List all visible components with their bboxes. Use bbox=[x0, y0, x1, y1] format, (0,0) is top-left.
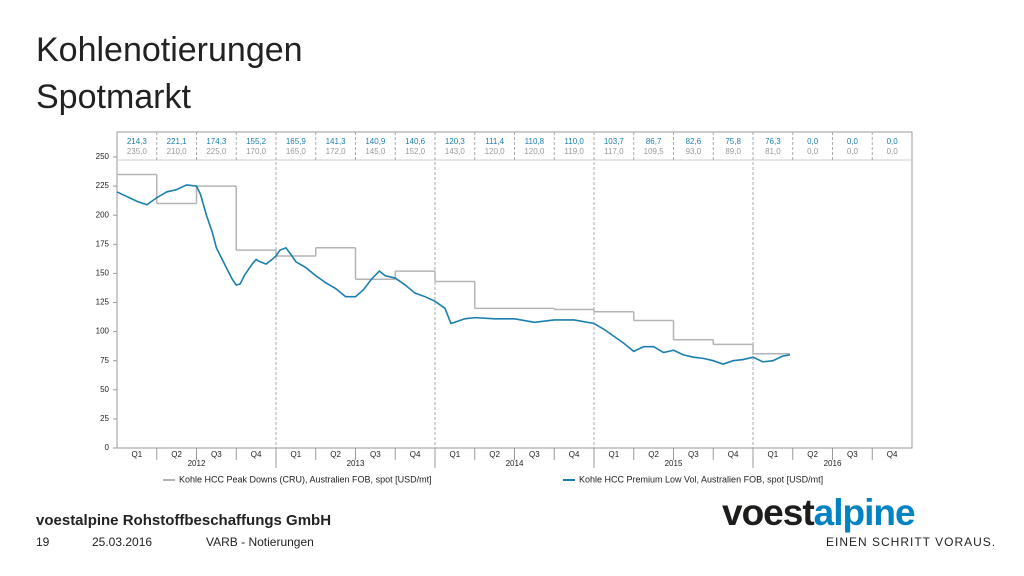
y-tick-label: 175 bbox=[96, 239, 110, 248]
table-value: 120,3 bbox=[445, 137, 466, 146]
y-tick-label: 0 bbox=[105, 443, 110, 452]
x-tick-label: Q3 bbox=[688, 450, 699, 459]
x-tick-label: Q2 bbox=[648, 450, 659, 459]
table-value: 89,0 bbox=[725, 147, 741, 156]
table-value: 117,0 bbox=[604, 147, 624, 156]
table-value: 0,0 bbox=[807, 137, 819, 146]
table-value: 0,0 bbox=[847, 137, 859, 146]
x-tick-label: Q2 bbox=[489, 450, 500, 459]
table-value: 155,2 bbox=[246, 137, 267, 146]
year-label: 2013 bbox=[347, 459, 365, 468]
table-value: 152,0 bbox=[405, 147, 426, 156]
table-value: 109,5 bbox=[644, 147, 665, 156]
x-tick-label: Q3 bbox=[529, 450, 540, 459]
y-tick-label: 100 bbox=[96, 327, 110, 336]
table-value: 210,0 bbox=[167, 147, 188, 156]
y-tick-label: 250 bbox=[96, 152, 110, 161]
section: VARB - Notierungen bbox=[206, 535, 314, 549]
page-number: 19 bbox=[36, 535, 50, 549]
y-tick-label: 200 bbox=[96, 210, 110, 219]
y-tick-label: 50 bbox=[100, 385, 109, 394]
x-tick-label: Q4 bbox=[251, 450, 262, 459]
year-label: 2014 bbox=[506, 459, 524, 468]
x-tick-label: Q4 bbox=[728, 450, 739, 459]
x-tick-label: Q1 bbox=[291, 450, 302, 459]
x-tick-label: Q1 bbox=[609, 450, 620, 459]
table-value: 120,0 bbox=[485, 147, 506, 156]
table-value: 140,6 bbox=[405, 137, 426, 146]
table-value: 0,0 bbox=[887, 147, 899, 156]
x-tick-label: Q4 bbox=[410, 450, 421, 459]
series-line bbox=[116, 184, 791, 366]
table-value: 76,3 bbox=[765, 137, 781, 146]
logo-part: voest bbox=[722, 492, 814, 533]
table-value: 81,0 bbox=[765, 147, 781, 156]
table-value: 165,9 bbox=[286, 137, 307, 146]
y-tick-label: 125 bbox=[96, 298, 110, 307]
x-tick-label: Q4 bbox=[569, 450, 580, 459]
table-value: 145,0 bbox=[365, 147, 386, 156]
table-value: 170,0 bbox=[246, 147, 267, 156]
table-value: 75,8 bbox=[725, 137, 741, 146]
company: voestalpine Rohstoffbeschaffungs GmbH bbox=[36, 512, 331, 529]
table-value: 120,0 bbox=[524, 147, 545, 156]
table-value: 103,7 bbox=[604, 137, 625, 146]
logo: voestalpine bbox=[722, 492, 915, 533]
table-value: 0,0 bbox=[887, 137, 899, 146]
plot-frame bbox=[116, 131, 913, 449]
table-value: 93,0 bbox=[686, 147, 702, 156]
x-tick-label: Q3 bbox=[370, 450, 381, 459]
y-tick-label: 75 bbox=[100, 356, 109, 365]
table-value: 0,0 bbox=[847, 147, 859, 156]
table-value: 0,0 bbox=[807, 147, 819, 156]
title-line: Kohlenotierungen bbox=[36, 31, 303, 69]
date: 25.03.2016 bbox=[92, 535, 152, 549]
x-tick-label: Q2 bbox=[330, 450, 341, 459]
x-tick-label: Q1 bbox=[132, 450, 143, 459]
year-label: 2015 bbox=[665, 459, 683, 468]
legend-label: Kohle HCC Peak Downs (CRU), Australien F… bbox=[179, 474, 432, 484]
table-value: 221,1 bbox=[167, 137, 188, 146]
tagline: EINEN SCHRITT VORAUS. bbox=[826, 535, 996, 549]
table-value: 225,0 bbox=[206, 147, 227, 156]
year-label: 2016 bbox=[824, 459, 842, 468]
y-tick-label: 225 bbox=[96, 181, 110, 190]
table-value: 86,7 bbox=[646, 137, 662, 146]
table-value: 174,3 bbox=[206, 137, 227, 146]
table-value: 143,0 bbox=[445, 147, 466, 156]
table-value: 172,0 bbox=[326, 147, 347, 156]
table-value: 110,0 bbox=[564, 137, 584, 146]
table-value: 235,0 bbox=[127, 147, 148, 156]
x-tick-label: Q1 bbox=[768, 450, 779, 459]
x-tick-label: Q1 bbox=[450, 450, 461, 459]
x-tick-label: Q2 bbox=[807, 450, 818, 459]
table-value: 111,4 bbox=[485, 137, 504, 146]
table-value: 110,8 bbox=[525, 137, 545, 146]
table-value: 214,3 bbox=[127, 137, 148, 146]
x-tick-label: Q2 bbox=[171, 450, 182, 459]
title-line: Spotmarkt bbox=[36, 78, 191, 116]
table-value: 119,0 bbox=[564, 147, 584, 156]
table-value: 141,3 bbox=[326, 137, 347, 146]
x-tick-label: Q3 bbox=[211, 450, 222, 459]
x-tick-label: Q3 bbox=[847, 450, 858, 459]
year-label: 2012 bbox=[188, 459, 206, 468]
logo-part: alpine bbox=[814, 492, 915, 533]
legend-label: Kohle HCC Premium Low Vol, Australien FO… bbox=[579, 474, 823, 484]
x-tick-label: Q4 bbox=[887, 450, 898, 459]
table-value: 82,6 bbox=[686, 137, 702, 146]
y-tick-label: 150 bbox=[96, 269, 110, 278]
table-value: 165,0 bbox=[286, 147, 307, 156]
table-value: 140,9 bbox=[365, 137, 386, 146]
y-tick-label: 25 bbox=[100, 414, 109, 423]
